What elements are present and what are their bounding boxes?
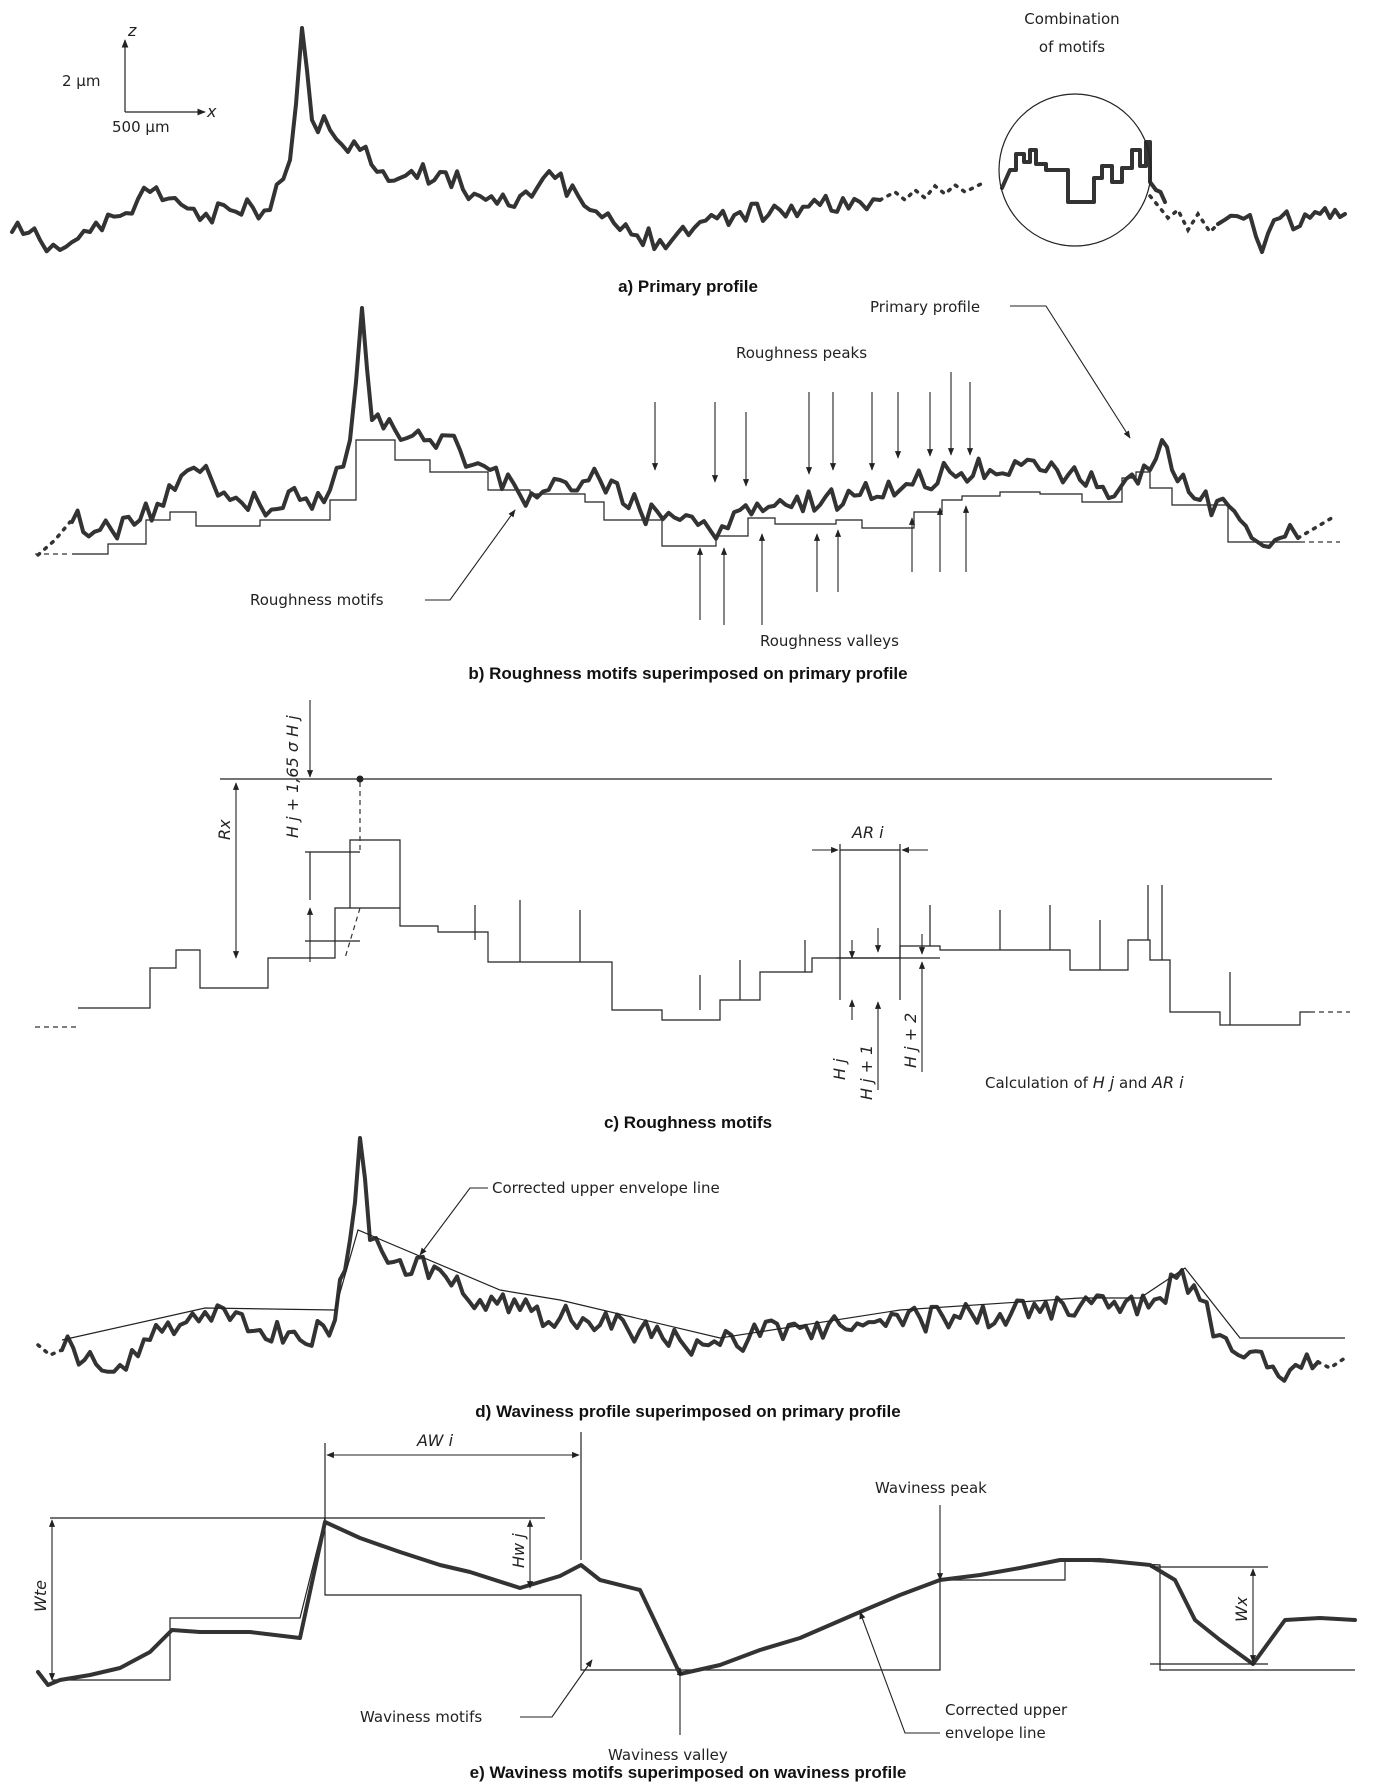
envelope-leader-e: [859, 1611, 940, 1734]
wx-label: Wx: [1232, 1596, 1251, 1622]
waviness-peak-label: Waviness peak: [875, 1479, 987, 1497]
wte-label: Wte: [31, 1580, 50, 1612]
threshold-point: [356, 775, 364, 783]
waviness-valley-label: Waviness valley: [608, 1746, 728, 1764]
roughness-valleys-label: Roughness valleys: [760, 632, 899, 650]
envelope-label-e-1: Corrected upper: [945, 1701, 1068, 1719]
primary-profile-dotted-right: [1148, 194, 1220, 235]
waviness-motifs-leader: [520, 1659, 593, 1718]
waviness-profile-e: [36, 1520, 1357, 1687]
primary-profile-d: [60, 1136, 1320, 1383]
envelope-line-d: [61, 1229, 1345, 1341]
profile-d-dotted-right: [1316, 1356, 1347, 1371]
primary-profile-b: [70, 306, 1300, 549]
caption-b: b) Roughness motifs superimposed on prim…: [468, 664, 907, 683]
combination-motifs-step: [1000, 140, 1158, 204]
roughness-peaks-label: Roughness peaks: [736, 344, 867, 362]
hw-label: Hw j: [509, 1533, 528, 1568]
profile-d-dotted-left: [36, 1343, 64, 1358]
x-axis-label: x: [206, 102, 217, 121]
scale-axes: z x 2 µm 500 µm: [62, 21, 217, 136]
envelope-label-e-2: envelope line: [945, 1724, 1046, 1742]
combination-label-1: Combination: [1024, 10, 1119, 28]
threshold-label: H j + 1,65 σ H j: [283, 715, 302, 838]
envelope-label-d: Corrected upper envelope line: [492, 1179, 720, 1197]
motif-tangent-dash: [344, 907, 361, 959]
envelope-leader-d: [419, 1187, 488, 1256]
combination-label-2: of motifs: [1039, 38, 1105, 56]
z-axis-label: z: [127, 21, 137, 40]
x-scale-label: 500 µm: [112, 118, 170, 136]
aw-label: AW i: [416, 1431, 454, 1450]
roughness-motifs-label: Roughness motifs: [250, 591, 384, 609]
panel-c: H j + 1,65 σ H j Rx AR i H j H j + 1 H j…: [35, 700, 1350, 1132]
roughness-peak-arrows: [651, 372, 974, 487]
panel-e: AW i Wte Hw j Wx Waviness peak Waviness …: [31, 1431, 1357, 1782]
primary-profile-label: Primary profile: [870, 298, 980, 316]
profile-b-dotted-right: [1296, 514, 1337, 540]
rx-label: Rx: [215, 819, 234, 840]
caption-a: a) Primary profile: [618, 277, 758, 296]
z-scale-label: 2 µm: [62, 72, 100, 90]
hj1-label: H j + 1: [857, 1045, 876, 1100]
ar-label: AR i: [851, 823, 884, 842]
panel-a: z x 2 µm 500 µm Combination of motifs a)…: [10, 10, 1347, 296]
hj2-label: H j + 2: [901, 1013, 920, 1068]
profile-b-dotted-left: [36, 520, 72, 557]
caption-e: e) Waviness motifs superimposed on wavin…: [470, 1763, 907, 1782]
panel-d: Corrected upper envelope line d) Wavines…: [36, 1136, 1347, 1421]
roughness-motifs-leader: [425, 509, 516, 601]
calc-label: Calculation of H j and AR i: [985, 1073, 1184, 1092]
waviness-motifs-label: Waviness motifs: [360, 1708, 482, 1726]
roughness-valley-arrows: [696, 505, 970, 625]
caption-d: d) Waviness profile superimposed on prim…: [475, 1402, 900, 1421]
hj-label: H j: [830, 1058, 849, 1080]
caption-c: c) Roughness motifs: [604, 1113, 772, 1132]
combination-circle: [998, 93, 1152, 247]
primary-profile-dotted-left: [878, 180, 987, 203]
roughness-motifs-steps-c: [78, 839, 1310, 1026]
primary-profile-leader: [1010, 305, 1131, 439]
panel-b: Primary profile Roughness peaks: [35, 298, 1340, 683]
waviness-motifs-e: [52, 1517, 1355, 1681]
